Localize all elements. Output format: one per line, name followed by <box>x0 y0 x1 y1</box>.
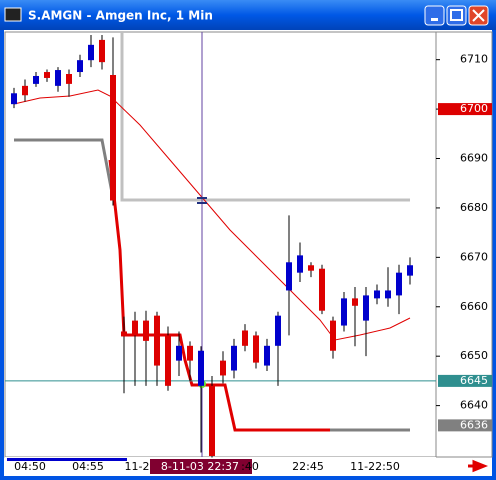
maximize-button[interactable] <box>446 5 467 26</box>
overlays <box>13 32 411 457</box>
candle-body <box>352 298 358 306</box>
y-tick-label: 6710 <box>460 53 488 66</box>
price-marker <box>438 419 492 432</box>
close-icon <box>472 9 485 22</box>
candle-body <box>275 315 281 346</box>
scroll-arrow[interactable] <box>468 459 489 473</box>
candle-body <box>198 350 204 386</box>
candle-body <box>242 330 248 346</box>
candle-body <box>407 265 413 276</box>
x-tick-label: 11-22:50 <box>350 460 400 473</box>
candle-body <box>33 75 39 84</box>
price-axis <box>435 31 493 458</box>
y-tick-label: 6660 <box>460 300 488 313</box>
candle-body <box>187 345 193 361</box>
moving-average <box>13 89 411 341</box>
candle-body <box>165 335 171 386</box>
candle-body <box>143 320 149 341</box>
stop-line <box>120 32 410 202</box>
price-marker <box>438 374 492 387</box>
candle-body <box>176 345 182 361</box>
candle-body <box>66 74 72 84</box>
trail-line <box>14 138 115 199</box>
price-marker-label: 6700 <box>460 102 488 115</box>
x-tick-label: 8-11-03 22:37 <box>161 460 239 473</box>
candle-body <box>99 39 105 63</box>
candle-body <box>363 295 369 321</box>
y-tick-label: 6640 <box>460 399 488 412</box>
candle-body <box>220 360 226 376</box>
candle-body <box>231 345 237 371</box>
candle-body <box>319 268 325 311</box>
minimize-icon <box>431 18 438 21</box>
crosshair-time-box <box>150 459 252 474</box>
y-tick-label: 6690 <box>460 152 488 165</box>
candle-body <box>374 290 380 299</box>
candle-body <box>77 60 83 73</box>
y-tick-label: 6670 <box>460 250 488 263</box>
candle-body <box>121 331 127 337</box>
candle-body <box>253 335 259 363</box>
candle-body <box>308 265 314 271</box>
scroll-indicator[interactable] <box>7 458 127 461</box>
candle-body <box>22 85 28 96</box>
candle-body <box>55 70 61 86</box>
y-tick-label: 6680 <box>460 201 488 214</box>
candle-body <box>132 320 138 336</box>
price-marker-label: 6636 <box>460 418 488 431</box>
crosshair-marker <box>197 197 207 204</box>
candle-body <box>264 345 270 366</box>
x-tick-label: 11-2 <box>125 460 150 473</box>
window-title: S.AMGN - Amgen Inc, 1 Min <box>28 9 213 23</box>
candle-body <box>286 262 292 291</box>
candle-body <box>110 74 116 201</box>
x-tick-label: 22:45 <box>292 460 324 473</box>
maximize-icon <box>450 9 463 21</box>
candle-body <box>341 298 347 326</box>
app-icon <box>4 7 22 22</box>
candle-body <box>330 320 336 351</box>
candle-body <box>88 44 94 61</box>
x-tick-label: 04:55 <box>72 460 104 473</box>
candle-body <box>209 385 215 457</box>
price-marker <box>438 103 492 116</box>
trail-line-active <box>108 159 330 432</box>
candle-body <box>385 290 391 299</box>
y-tick-label: 6650 <box>460 349 488 362</box>
minimize-button[interactable] <box>424 5 445 26</box>
x-tick-label: :40 <box>241 460 259 473</box>
candle-body <box>44 72 50 78</box>
candle-body <box>11 93 17 105</box>
x-tick-label: 04:50 <box>14 460 46 473</box>
candle-body <box>297 255 303 273</box>
candle-body <box>154 315 160 366</box>
candle-body <box>396 272 402 296</box>
title-bar <box>0 0 496 30</box>
price-marker-label: 6645 <box>460 374 488 387</box>
